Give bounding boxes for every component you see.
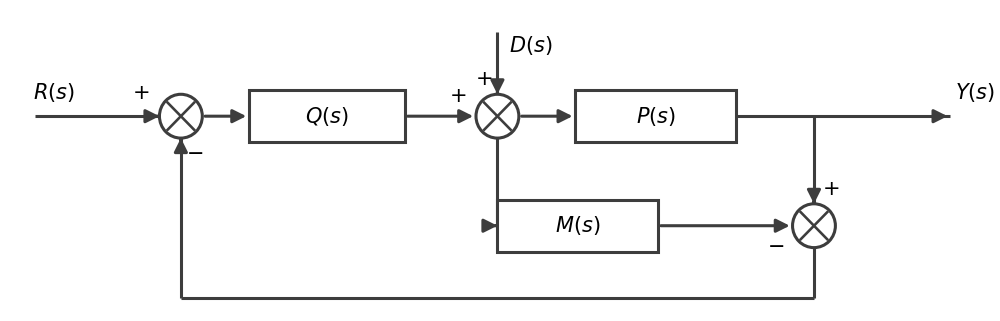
Text: $Q(s)$: $Q(s)$	[305, 105, 349, 128]
FancyBboxPatch shape	[249, 90, 405, 142]
Text: $+$: $+$	[132, 84, 150, 103]
Circle shape	[476, 94, 519, 138]
Text: $+$: $+$	[475, 70, 493, 89]
FancyBboxPatch shape	[575, 90, 736, 142]
Circle shape	[159, 94, 202, 138]
FancyBboxPatch shape	[497, 200, 658, 252]
Text: $+$: $+$	[449, 87, 466, 106]
Text: $Y(s)$: $Y(s)$	[955, 81, 995, 104]
Text: $+$: $+$	[822, 180, 839, 199]
Text: $D(s)$: $D(s)$	[509, 34, 553, 56]
Text: $-$: $-$	[186, 143, 203, 162]
Text: $P(s)$: $P(s)$	[636, 105, 676, 128]
Text: $-$: $-$	[767, 236, 785, 255]
Circle shape	[793, 204, 835, 247]
Text: $R(s)$: $R(s)$	[33, 81, 75, 104]
Text: $M(s)$: $M(s)$	[555, 214, 600, 237]
